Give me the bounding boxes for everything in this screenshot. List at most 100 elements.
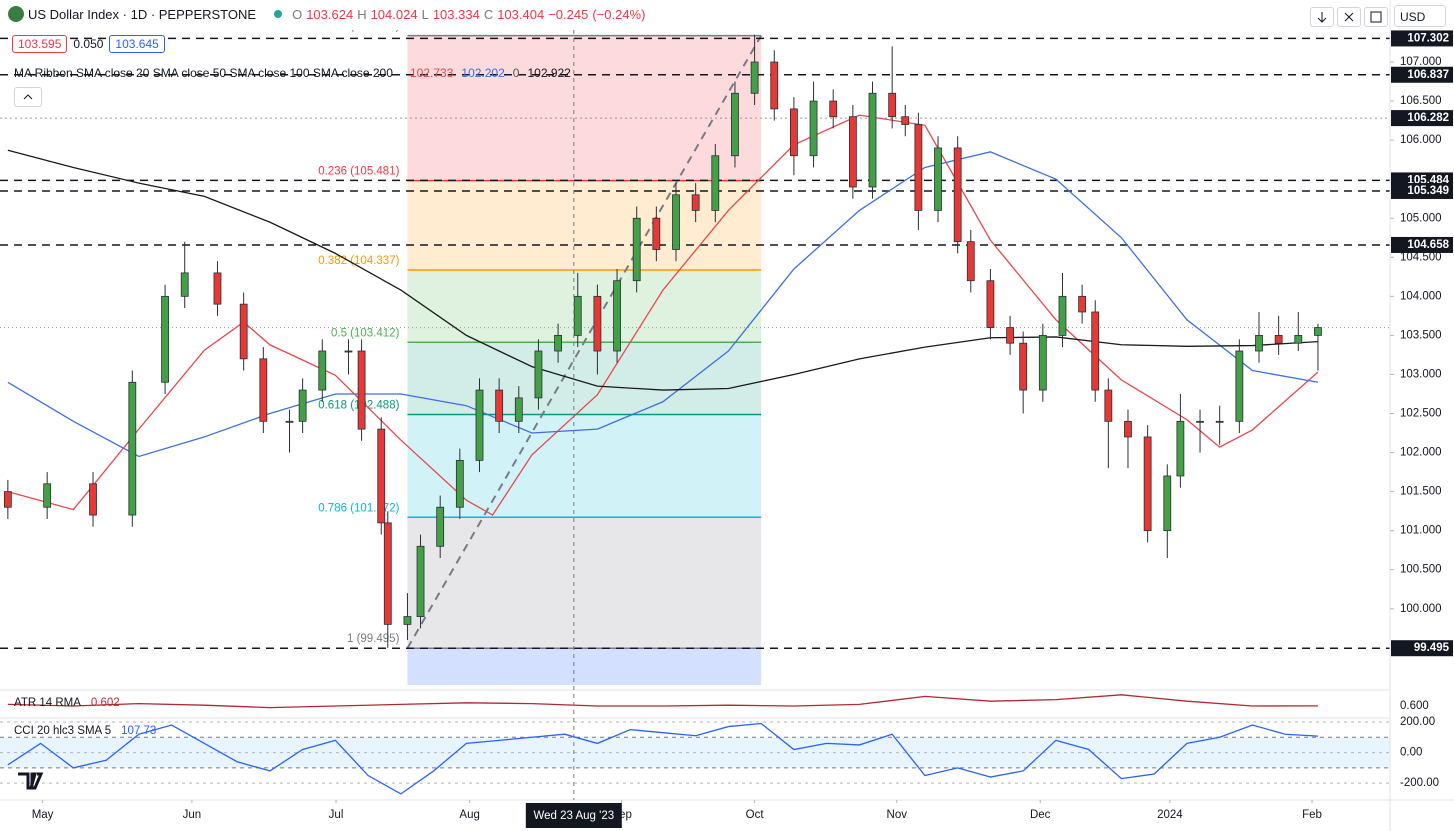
candle-body bbox=[848, 116, 857, 188]
currency-select[interactable]: USD bbox=[1394, 5, 1446, 27]
move-down-button[interactable] bbox=[1310, 7, 1334, 27]
candle-body bbox=[901, 116, 910, 125]
change: −0.245 bbox=[548, 6, 589, 22]
low-value: 103.334 bbox=[432, 6, 480, 22]
candle-body bbox=[1274, 334, 1283, 344]
x-tick-label: May bbox=[32, 809, 54, 821]
y-tick-label: 0.600 bbox=[1400, 700, 1429, 712]
x-tick-label: 2024 bbox=[1157, 809, 1183, 821]
dotted-level-label-bg bbox=[1391, 110, 1453, 127]
close-pane-button[interactable] bbox=[1337, 7, 1361, 27]
candle-body bbox=[731, 92, 739, 157]
y-tick-label: 105.000 bbox=[1400, 212, 1442, 224]
candle-body bbox=[239, 303, 248, 360]
bid-button[interactable]: 103.595 bbox=[12, 35, 68, 53]
candle-body bbox=[1196, 420, 1204, 423]
crosshair-label-bg bbox=[525, 803, 622, 828]
candle-body bbox=[770, 61, 779, 110]
candle-body bbox=[914, 124, 923, 211]
candle-body bbox=[888, 92, 897, 118]
level-label-bg bbox=[1391, 30, 1453, 47]
indicator-title: CCI 20 hlc3 SMA 5 bbox=[14, 725, 111, 737]
candle-body bbox=[809, 100, 818, 157]
candle-body bbox=[259, 358, 268, 422]
ma-legend-title: MA Ribbon SMA close 20 SMA close 50 SMA … bbox=[14, 66, 393, 80]
x-tick-label: Dec bbox=[1030, 809, 1051, 821]
collapse-icon bbox=[23, 94, 33, 100]
level-label-bg bbox=[1391, 182, 1453, 199]
candle-body bbox=[1235, 350, 1244, 422]
crosshair-label: Wed 23 Aug '23 bbox=[533, 810, 614, 822]
indicator-value: 0.602 bbox=[91, 697, 120, 709]
ma-line bbox=[7, 149, 1318, 391]
low-label: L bbox=[421, 6, 429, 22]
candle-body bbox=[285, 420, 294, 423]
spread: 0.050 bbox=[73, 37, 104, 51]
candle-body bbox=[1038, 334, 1047, 391]
candle-body bbox=[711, 155, 720, 211]
collapse-button[interactable] bbox=[14, 87, 42, 107]
fib-band bbox=[407, 342, 762, 415]
candle-body bbox=[829, 100, 838, 118]
candle-body bbox=[868, 92, 877, 188]
candle-body bbox=[652, 217, 661, 250]
candle-body bbox=[318, 350, 327, 391]
candle-body bbox=[750, 61, 759, 94]
fib-label: 0.236 (105.481) bbox=[318, 166, 399, 178]
y-tick-label: 103.500 bbox=[1400, 329, 1442, 341]
level-label: 104.658 bbox=[1407, 239, 1449, 251]
icon bbox=[1317, 12, 1327, 23]
candle-body bbox=[554, 334, 562, 352]
candle-body bbox=[1006, 327, 1014, 344]
ma-line bbox=[7, 114, 1319, 516]
candle-body bbox=[966, 241, 975, 282]
ma-legend: MA Ribbon SMA close 20 SMA close 50 SMA … bbox=[14, 66, 571, 80]
symbol-title: US Dollar Index · 1D · PEPPERSTONE bbox=[28, 6, 257, 22]
change-pct: (−0.24%) bbox=[592, 6, 646, 22]
x-tick-label: Oct bbox=[746, 809, 765, 821]
level-label-bg bbox=[1391, 66, 1453, 83]
candle-body bbox=[534, 350, 543, 399]
candle-body bbox=[298, 389, 307, 422]
fib-trend-line bbox=[406, 35, 763, 649]
candle-body bbox=[436, 506, 445, 547]
fib-band bbox=[407, 270, 762, 343]
indicator-value: 107.73 bbox=[121, 725, 156, 737]
x-tick-label: Jun bbox=[183, 809, 202, 821]
y-tick-label: 200.00 bbox=[1400, 716, 1435, 728]
quote-row: 103.595 0.050 103.645 bbox=[12, 35, 165, 53]
candle-body bbox=[128, 381, 137, 516]
open-value: 103.624 bbox=[306, 6, 354, 22]
high-value: 104.024 bbox=[370, 6, 418, 22]
level-label: 99.495 bbox=[1414, 642, 1450, 654]
maximize-button[interactable] bbox=[1364, 7, 1388, 27]
ask-button[interactable]: 103.645 bbox=[109, 35, 165, 53]
candle-body bbox=[475, 389, 484, 461]
candle-body bbox=[1078, 295, 1087, 313]
candle-body bbox=[357, 350, 366, 430]
candle-body bbox=[573, 295, 582, 336]
ma-line bbox=[7, 151, 1319, 458]
candle-body bbox=[1294, 334, 1303, 344]
candle-body bbox=[672, 194, 680, 250]
x-tick-label: Nov bbox=[887, 809, 908, 821]
level-label: 107.302 bbox=[1407, 32, 1449, 44]
candle-body bbox=[383, 522, 392, 625]
candle-body bbox=[1215, 420, 1224, 423]
candle-body bbox=[1058, 295, 1067, 336]
level-label-bg bbox=[1391, 640, 1453, 657]
fib-band bbox=[407, 517, 762, 649]
ma-value: 102.202 bbox=[461, 66, 505, 80]
close-value: 103.404 bbox=[497, 6, 545, 22]
y-tick-label: -200.00 bbox=[1400, 777, 1439, 789]
candle-body bbox=[89, 483, 97, 516]
ma-value: 102.733 bbox=[410, 66, 454, 80]
dotted-level-label: 106.282 bbox=[1407, 112, 1449, 124]
candle-body bbox=[790, 108, 798, 157]
symbol-logo bbox=[8, 6, 24, 22]
candle-body bbox=[691, 194, 700, 211]
y-tick-label: 106.000 bbox=[1400, 134, 1442, 146]
level-label-bg bbox=[1391, 236, 1453, 253]
